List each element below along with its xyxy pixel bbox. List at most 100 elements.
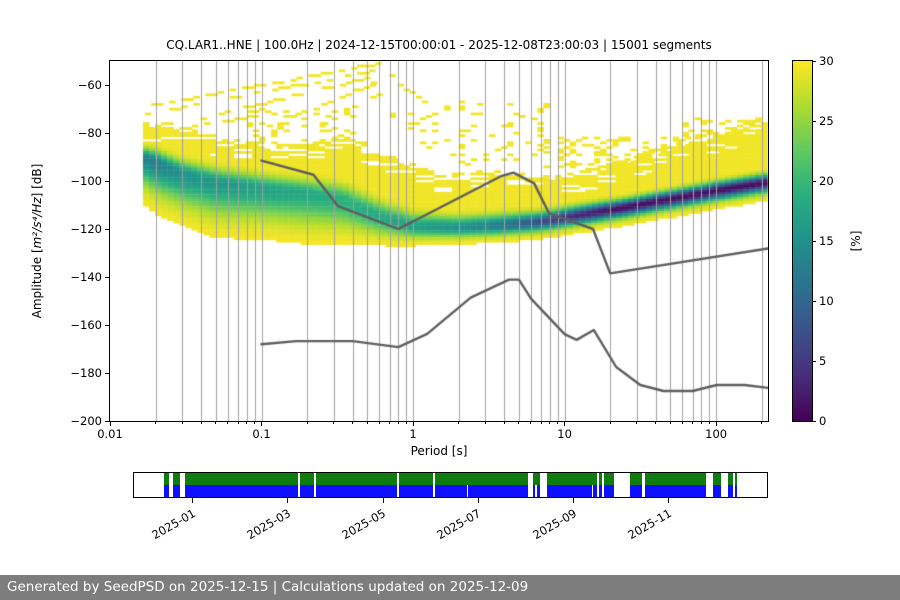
timeline-segment-data bbox=[315, 473, 398, 485]
y-tick bbox=[105, 228, 110, 230]
x-major-tick bbox=[261, 421, 263, 426]
timeline-segment-data bbox=[727, 473, 733, 485]
timeline-tick-label: 2025-05 bbox=[339, 506, 389, 543]
timeline-segment-psd bbox=[163, 485, 170, 497]
x-minor-tick bbox=[540, 421, 542, 424]
y-tick bbox=[105, 180, 110, 182]
y-tick-label: −60 bbox=[77, 77, 102, 92]
x-minor-tick bbox=[549, 421, 551, 424]
timeline-segment-psd bbox=[532, 485, 536, 497]
x-axis-label: Period [s] bbox=[410, 444, 468, 458]
y-tick bbox=[105, 420, 110, 422]
colorbar-tick bbox=[812, 120, 816, 122]
timeline-tick-label: 2025-07 bbox=[434, 506, 484, 543]
y-tick bbox=[105, 324, 110, 326]
colorbar bbox=[792, 60, 813, 422]
colorbar-tick-label: 25 bbox=[819, 113, 834, 128]
colorbar-tick-label: 10 bbox=[819, 293, 834, 308]
ppsd-heatmap-canvas bbox=[110, 61, 768, 421]
y-tick-label: −100 bbox=[70, 173, 102, 188]
plot-title: CQ.LAR1..HNE | 100.0Hz | 2024-12-15T00:0… bbox=[166, 38, 712, 52]
timeline-tick bbox=[382, 498, 384, 503]
y-axis-label-suffix: ] [dB] bbox=[30, 163, 44, 198]
x-major-tick bbox=[715, 421, 717, 426]
timeline-tick bbox=[573, 498, 575, 503]
ppsd-plot-frame bbox=[109, 60, 769, 422]
timeline-segment-psd bbox=[185, 485, 298, 497]
x-minor-tick bbox=[181, 421, 183, 424]
y-axis-label: Amplitude [m²/s⁴/Hz] [dB] bbox=[30, 164, 44, 319]
timeline-tick bbox=[668, 498, 670, 503]
x-minor-tick bbox=[557, 421, 559, 424]
timeline-segment-data bbox=[713, 473, 722, 485]
timeline-tick-label: 2025-09 bbox=[530, 506, 579, 543]
timeline-segment-psd bbox=[398, 485, 433, 497]
x-minor-tick bbox=[530, 421, 532, 424]
timeline-segment-psd bbox=[536, 485, 541, 497]
timeline-tick-label: 2025-01 bbox=[149, 506, 198, 543]
x-minor-tick bbox=[681, 421, 683, 424]
y-tick-label: −120 bbox=[70, 221, 102, 236]
timeline-segment-data bbox=[173, 473, 181, 485]
coverage-timeline bbox=[133, 472, 768, 498]
x-tick-label: 0.01 bbox=[97, 427, 123, 441]
timeline-tick-label: 2025-03 bbox=[244, 506, 293, 543]
timeline-tick bbox=[287, 498, 289, 503]
timeline-segment-data bbox=[434, 473, 529, 485]
timeline-segment-psd bbox=[644, 485, 706, 497]
x-minor-tick bbox=[215, 421, 217, 424]
x-minor-tick bbox=[333, 421, 335, 424]
colorbar-gradient bbox=[793, 61, 812, 421]
x-tick-label: 10 bbox=[557, 427, 572, 441]
x-minor-tick bbox=[389, 421, 391, 424]
x-minor-tick bbox=[708, 421, 710, 424]
timeline-segment-psd bbox=[599, 485, 603, 497]
timeline-segment-psd bbox=[468, 485, 529, 497]
colorbar-tick bbox=[812, 300, 816, 302]
timeline-segment-data bbox=[734, 473, 738, 485]
x-minor-tick bbox=[306, 421, 308, 424]
x-tick-label: 1 bbox=[409, 427, 417, 441]
x-minor-tick bbox=[503, 421, 505, 424]
y-axis-label-units: m²/s⁴/Hz bbox=[30, 197, 44, 249]
x-minor-tick bbox=[155, 421, 157, 424]
x-minor-tick bbox=[484, 421, 486, 424]
y-tick-label: −160 bbox=[70, 317, 102, 332]
x-major-tick bbox=[109, 421, 111, 426]
timeline-segment-psd bbox=[592, 485, 598, 497]
x-minor-tick bbox=[609, 421, 611, 424]
x-minor-tick bbox=[366, 421, 368, 424]
colorbar-tick-label: 30 bbox=[819, 53, 834, 68]
y-tick-label: −180 bbox=[70, 365, 102, 380]
x-minor-tick bbox=[378, 421, 380, 424]
timeline-segment-psd bbox=[734, 485, 738, 497]
timeline-segment-psd bbox=[299, 485, 314, 497]
colorbar-tick bbox=[812, 420, 816, 422]
colorbar-tick bbox=[812, 180, 816, 182]
timeline-segment-psd bbox=[315, 485, 398, 497]
timeline-segment-psd bbox=[629, 485, 643, 497]
timeline-tick bbox=[477, 498, 479, 503]
timeline-segment-data bbox=[547, 473, 598, 485]
timeline-segment-data bbox=[163, 473, 170, 485]
timeline-segment-psd bbox=[727, 485, 733, 497]
x-minor-tick bbox=[458, 421, 460, 424]
x-tick-label: 100 bbox=[705, 427, 728, 441]
y-tick-label: −200 bbox=[70, 413, 102, 428]
x-minor-tick bbox=[200, 421, 202, 424]
timeline-tick bbox=[192, 498, 194, 503]
x-minor-tick bbox=[352, 421, 354, 424]
x-major-tick bbox=[412, 421, 414, 426]
timeline-segment-psd bbox=[547, 485, 592, 497]
timeline-segment-data bbox=[532, 473, 541, 485]
x-minor-tick bbox=[655, 421, 657, 424]
y-tick-label: −140 bbox=[70, 269, 102, 284]
timeline-segment-data bbox=[398, 473, 433, 485]
x-minor-tick bbox=[227, 421, 229, 424]
timeline-segment-data bbox=[599, 473, 603, 485]
timeline-segment-data bbox=[185, 473, 298, 485]
y-axis-label-prefix: Amplitude [ bbox=[30, 248, 44, 319]
timeline-segment-data bbox=[644, 473, 706, 485]
x-minor-tick bbox=[237, 421, 239, 424]
timeline-segment-psd bbox=[173, 485, 181, 497]
